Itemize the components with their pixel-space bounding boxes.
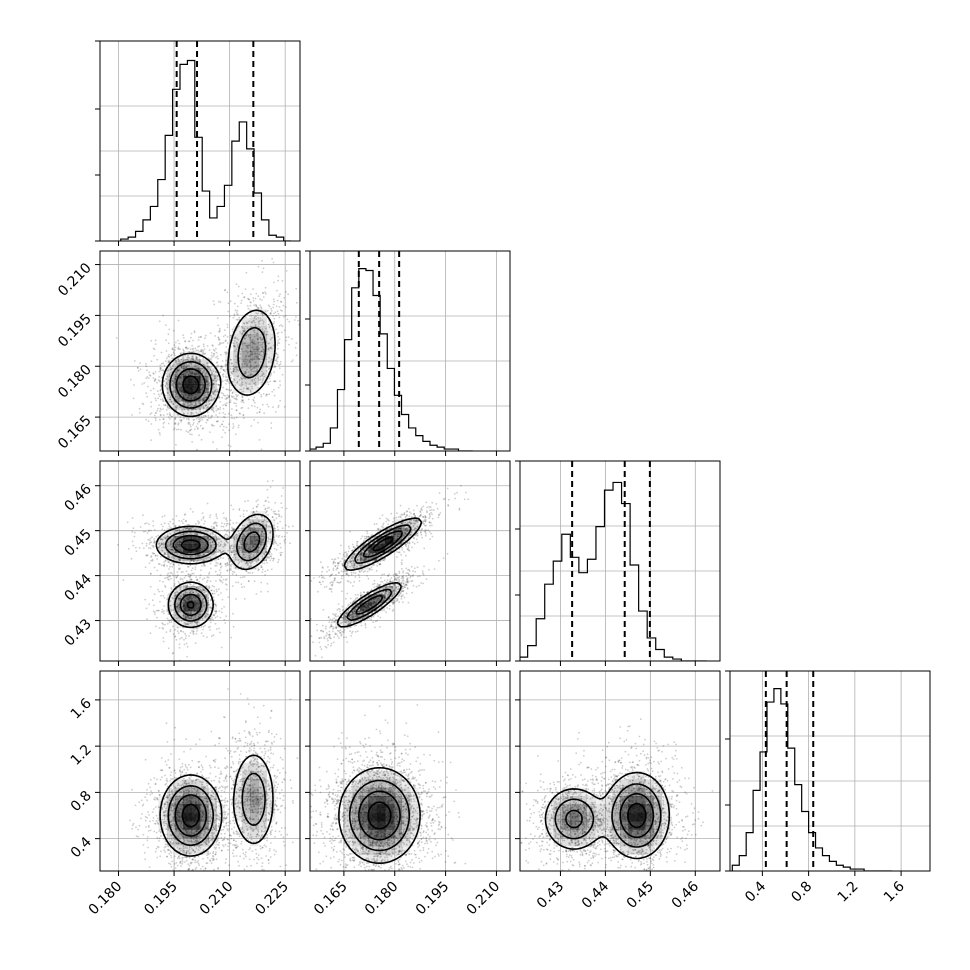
scatter-panel-0-2: [99, 460, 301, 662]
hist-grid-2: [520, 461, 720, 661]
scatter-panel-0-3: [99, 670, 301, 872]
hist-panel-2: [515, 460, 721, 662]
panel-grid-0-2: [100, 461, 300, 661]
xtick-label-1-1: 0.180: [362, 879, 402, 919]
xtick-label-2-2: 0.45: [624, 879, 657, 912]
xtick-label-3-0: 0.4: [742, 878, 769, 905]
contour-0-1-2: [175, 368, 206, 402]
contour-0-2-0: [155, 513, 274, 629]
hist-frame-3: [729, 670, 931, 872]
contour-0-1-1: [169, 326, 267, 409]
contour-0-1-3: [182, 375, 200, 395]
hist-frame-1: [309, 250, 511, 452]
ytick-label-3-1: 0.8: [68, 788, 95, 815]
contour-2-3-3: [627, 802, 647, 829]
ytick-label-1-2: 0.195: [55, 311, 95, 351]
histogram-1: [310, 268, 473, 451]
ytick-label-3-3: 1.6: [68, 695, 95, 722]
xtick-label-2-3: 0.46: [669, 878, 702, 911]
xtick-label-2-1: 0.44: [579, 878, 612, 911]
scatter-panel-1-2: [309, 460, 511, 662]
ytick-label-3-2: 1.2: [68, 742, 95, 769]
density-shading-0-1: [166, 309, 276, 418]
scatter-points-1-2: [310, 484, 470, 659]
ytick-label-2-3: 0.46: [61, 481, 94, 514]
panel-frame-1-3: [309, 670, 511, 872]
scatter-panel-0-1: [99, 250, 301, 452]
ytick-label-1-0: 0.165: [55, 413, 95, 453]
xtick-label-3-2: 1.2: [835, 879, 862, 906]
xtick-label-1-2: 0.195: [413, 879, 453, 919]
scatter-points-0-1: [115, 257, 300, 451]
hist-panel-1: [305, 250, 511, 452]
contour-1-3-1: [348, 779, 411, 852]
contour-1-2-1: [346, 524, 412, 622]
contour-1-3-2: [358, 790, 401, 841]
hist-panel-3: [725, 670, 931, 872]
xtick-label-1-3: 0.210: [464, 879, 504, 919]
contour-2-3-0: [544, 771, 671, 860]
ytick-label-3-0: 0.4: [68, 834, 95, 861]
xtick-label-1-0: 0.165: [311, 879, 351, 919]
xtick-label-0-0: 0.180: [86, 879, 126, 919]
contour-0-3-0: [159, 754, 274, 857]
ytick-label-2-1: 0.44: [61, 571, 94, 604]
contour-1-2-3: [372, 536, 394, 552]
density-shading-0-3: [158, 754, 276, 855]
xtick-label-0-1: 0.195: [141, 879, 181, 919]
ytick-label-1-1: 0.180: [55, 362, 95, 402]
hist-grid-1: [310, 251, 510, 451]
contour-0-1-0: [161, 309, 276, 418]
ytick-label-2-0: 0.43: [61, 616, 94, 649]
hist-grid-0: [100, 41, 300, 241]
contour-1-2-0: [336, 517, 423, 628]
hist-panel-0: [95, 40, 301, 242]
scatter-panel-2-3: [519, 670, 721, 872]
xtick-label-0-3: 0.225: [252, 879, 292, 919]
xtick-label-0-2: 0.210: [197, 879, 237, 919]
panel-frame-0-3: [99, 670, 301, 872]
contour-2-3-2: [565, 793, 655, 839]
panel-grid-0-3: [100, 671, 300, 871]
contour-0-2-3: [180, 539, 201, 609]
histogram-2: [520, 481, 707, 661]
panel-frame-0-1: [99, 250, 301, 452]
contour-0-3-2: [174, 794, 207, 837]
hist-frame-0: [99, 40, 301, 242]
density-shading-1-3: [335, 771, 419, 863]
xtick-label-2-0: 0.43: [534, 879, 567, 912]
panel-frame-1-2: [309, 460, 511, 662]
contour-0-3-1: [167, 772, 266, 847]
panel-frame-2-3: [519, 670, 721, 872]
contour-0-2-2: [172, 531, 261, 617]
scatter-points-0-2: [117, 479, 294, 661]
scatter-panel-1-3: [309, 670, 511, 872]
contour-1-2-2: [355, 530, 403, 615]
hist-frame-2: [519, 460, 721, 662]
xtick-label-3-1: 0.8: [788, 879, 815, 906]
histogram-0: [120, 59, 292, 241]
histogram-3: [731, 688, 892, 871]
contour-1-3-0: [338, 767, 421, 864]
density-shading-2-3: [545, 771, 671, 855]
contour-0-2-1: [164, 522, 267, 622]
ytick-label-1-3: 0.210: [55, 260, 95, 300]
contour-1-3-3: [367, 801, 392, 830]
contour-2-3-1: [554, 783, 662, 848]
xtick-label-3-3: 1.6: [881, 878, 908, 905]
panel-frame-0-2: [99, 460, 301, 662]
contour-0-3-3: [181, 803, 200, 828]
hist-grid-3: [730, 671, 930, 871]
ytick-label-2-2: 0.45: [61, 526, 94, 559]
